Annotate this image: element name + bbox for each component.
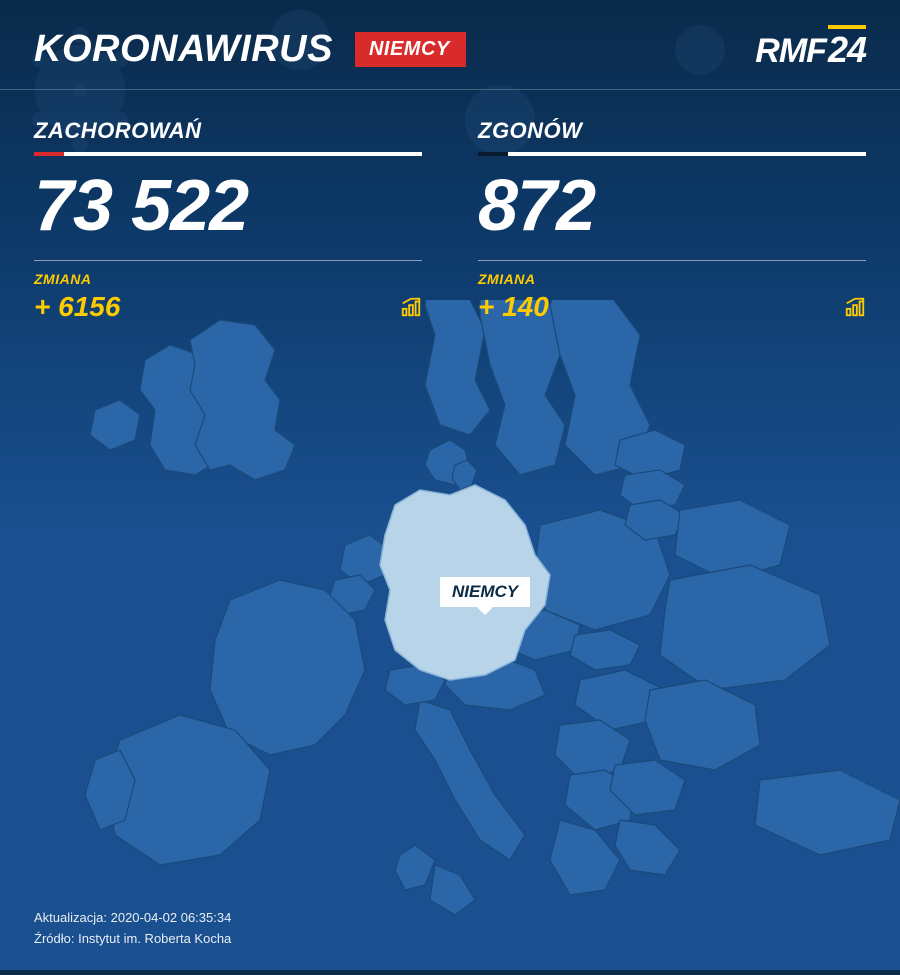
stat-deaths-underline <box>478 152 866 156</box>
stat-cases-label: ZACHOROWAŃ <box>34 118 422 144</box>
logo: RMF 24 <box>755 29 866 71</box>
stat-cases-change-label: ZMIANA <box>34 271 422 287</box>
stat-cases-underline <box>34 152 422 156</box>
trend-up-icon <box>844 296 866 318</box>
logo-suffix: 24 <box>828 29 866 71</box>
footer-updated: Aktualizacja: 2020-04-02 06:35:34 <box>34 908 231 929</box>
map-container: NIEMCY <box>0 300 900 970</box>
stat-cases-value: 73 522 <box>34 170 422 242</box>
stat-deaths-value: 872 <box>478 170 866 242</box>
logo-prefix: RMF <box>755 32 826 71</box>
stat-cases-divider <box>34 260 422 261</box>
stat-deaths-change-value: + 140 <box>478 291 549 323</box>
stat-deaths-change-label: ZMIANA <box>478 271 866 287</box>
stats-row: ZACHOROWAŃ 73 522 ZMIANA + 6156 ZGONÓW 8… <box>0 90 900 333</box>
stat-cases: ZACHOROWAŃ 73 522 ZMIANA + 6156 <box>34 118 422 323</box>
page-title: KORONAWIRUS <box>34 28 333 71</box>
country-tag: NIEMCY <box>355 32 466 67</box>
europe-map <box>0 300 900 970</box>
trend-up-icon <box>400 296 422 318</box>
footer: Aktualizacja: 2020-04-02 06:35:34 Źródło… <box>34 908 231 950</box>
footer-source: Źródło: Instytut im. Roberta Kocha <box>34 929 231 950</box>
stat-deaths-divider <box>478 260 866 261</box>
map-country-label: NIEMCY <box>440 577 530 607</box>
stat-deaths: ZGONÓW 872 ZMIANA + 140 <box>478 118 866 323</box>
stat-deaths-label: ZGONÓW <box>478 118 866 144</box>
stat-cases-change-value: + 6156 <box>34 291 120 323</box>
header: KORONAWIRUS NIEMCY RMF 24 <box>0 0 900 89</box>
